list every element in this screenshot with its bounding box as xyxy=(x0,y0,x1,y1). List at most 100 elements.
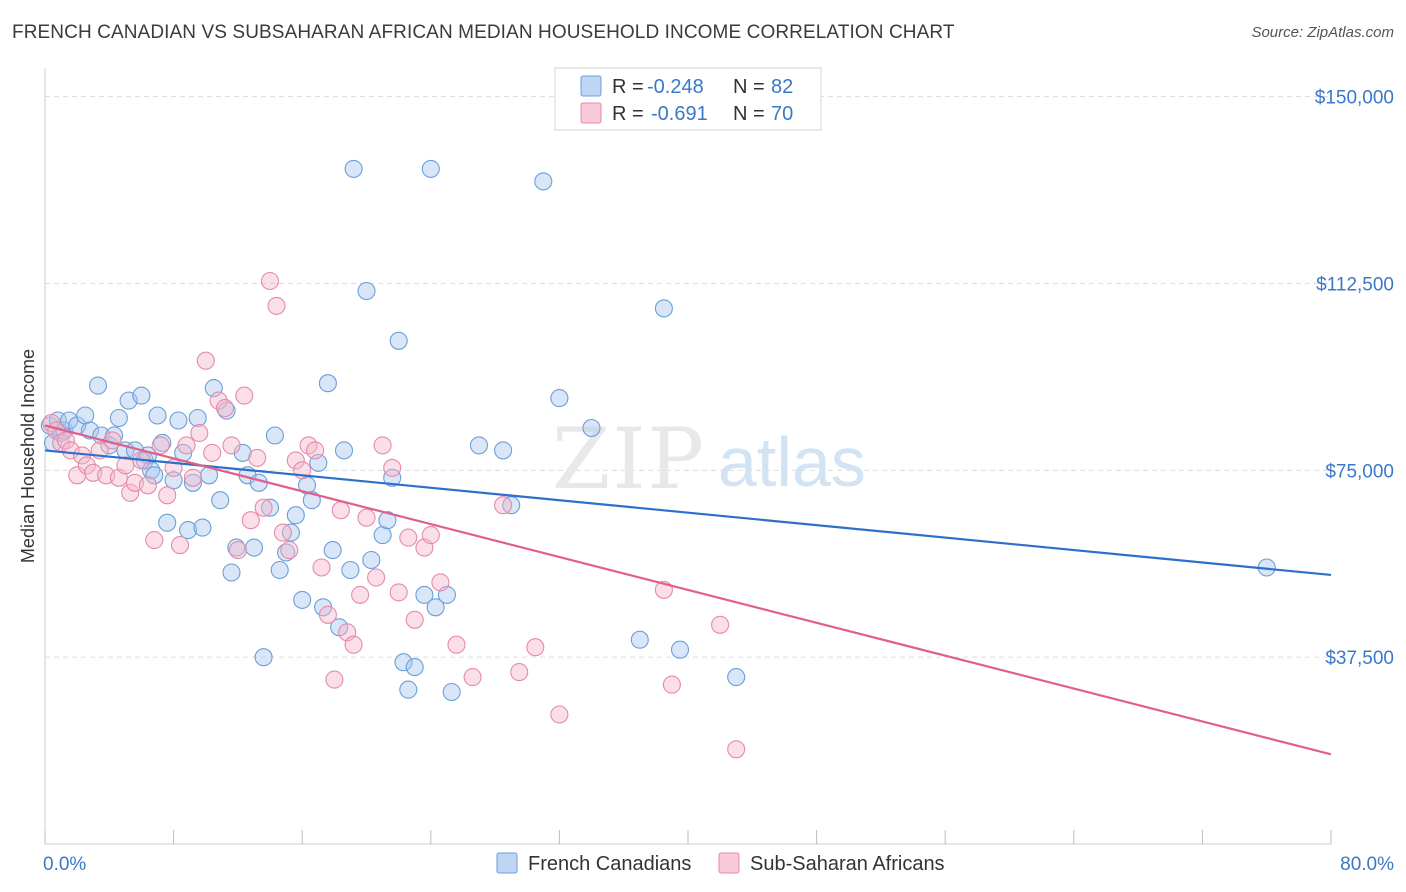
point-sub-saharan-africans xyxy=(373,436,392,455)
point-sub-saharan-africans xyxy=(151,436,170,455)
point-french-canadians xyxy=(362,550,381,570)
point-french-canadians xyxy=(222,563,241,582)
point-sub-saharan-africans xyxy=(367,568,386,587)
point-french-canadians xyxy=(188,408,207,428)
point-sub-saharan-africans xyxy=(431,573,450,592)
point-sub-saharan-africans xyxy=(273,523,292,542)
point-french-canadians xyxy=(277,543,296,562)
point-french-canadians xyxy=(494,441,513,460)
point-french-canadians xyxy=(399,680,418,699)
point-sub-saharan-africans xyxy=(399,528,418,547)
point-sub-saharan-africans xyxy=(711,615,730,634)
stats-r-label: R = xyxy=(612,76,644,98)
stats-n-label: N = xyxy=(733,103,765,125)
point-french-canadians xyxy=(318,374,337,393)
point-sub-saharan-africans xyxy=(183,468,202,487)
point-sub-saharan-africans xyxy=(77,456,96,475)
point-sub-saharan-africans xyxy=(203,443,222,462)
legend-label-french-canadians: French Canadians xyxy=(528,853,691,875)
point-french-canadians xyxy=(630,630,649,649)
y-tick-label: $150,000 xyxy=(1315,88,1394,109)
point-french-canadians xyxy=(145,466,164,485)
point-sub-saharan-africans xyxy=(344,635,363,654)
point-sub-saharan-africans xyxy=(170,536,190,555)
point-french-canadians xyxy=(260,498,280,517)
point-sub-saharan-africans xyxy=(312,558,331,577)
point-french-canadians xyxy=(415,585,434,604)
point-sub-saharan-africans xyxy=(228,541,247,560)
point-sub-saharan-africans xyxy=(248,448,267,467)
point-sub-saharan-africans xyxy=(177,436,196,455)
point-french-canadians xyxy=(334,441,354,460)
point-sub-saharan-africans xyxy=(463,668,482,687)
point-french-canadians xyxy=(442,682,461,702)
point-sub-saharan-africans xyxy=(158,486,177,505)
point-sub-saharan-africans xyxy=(138,476,157,495)
point-french-canadians xyxy=(254,648,273,667)
point-french-canadians xyxy=(344,159,363,178)
watermark-zip: ZIP xyxy=(552,410,706,508)
stats-swatch-sub-saharan-africans xyxy=(580,102,602,124)
point-french-canadians xyxy=(727,668,746,687)
point-sub-saharan-africans xyxy=(405,610,424,629)
point-french-canadians xyxy=(426,598,445,617)
point-sub-saharan-africans xyxy=(494,496,513,515)
point-sub-saharan-africans xyxy=(389,583,408,602)
stats-swatch-french-canadians xyxy=(580,75,602,97)
point-french-canadians xyxy=(233,443,252,462)
x-tick-labels: 0.0% 80.0% xyxy=(43,854,1394,875)
point-french-canadians xyxy=(405,658,424,677)
point-sub-saharan-africans xyxy=(357,508,376,527)
point-french-canadians xyxy=(286,506,305,525)
point-sub-saharan-africans xyxy=(286,451,305,470)
point-sub-saharan-africans xyxy=(209,391,228,410)
point-sub-saharan-africans xyxy=(260,271,280,291)
stats-r-label: R = xyxy=(612,103,644,125)
data-points xyxy=(40,159,1276,759)
point-french-canadians xyxy=(76,406,95,425)
point-french-canadians xyxy=(142,461,161,480)
point-french-canadians xyxy=(109,408,128,428)
stats-n-value: 82 xyxy=(771,76,793,98)
point-sub-saharan-africans xyxy=(280,541,299,560)
point-sub-saharan-africans xyxy=(190,423,209,443)
x-tick-label: 0.0% xyxy=(43,854,86,875)
point-french-canadians xyxy=(534,172,553,191)
point-french-canadians xyxy=(211,491,230,510)
point-sub-saharan-africans xyxy=(267,296,286,315)
point-french-canadians xyxy=(550,389,569,408)
axes xyxy=(44,68,1332,845)
point-french-canadians xyxy=(169,411,188,430)
point-sub-saharan-africans xyxy=(550,705,569,724)
point-sub-saharan-africans xyxy=(145,531,164,550)
point-french-canadians xyxy=(293,590,312,609)
point-sub-saharan-africans xyxy=(727,740,746,759)
point-sub-saharan-africans xyxy=(318,605,337,624)
point-sub-saharan-africans xyxy=(351,585,370,604)
watermark-atlas: atlas xyxy=(718,423,866,501)
series-legend: French Canadians Sub-Saharan Africans xyxy=(496,852,945,875)
stats-r-value: -0.248 xyxy=(647,76,704,98)
point-french-canadians xyxy=(378,511,397,530)
point-sub-saharan-africans xyxy=(254,498,273,517)
y-tick-labels: $37,500 $75,000 $112,500 $150,000 xyxy=(1315,88,1394,669)
y-tick-label: $112,500 xyxy=(1316,275,1394,296)
point-sub-saharan-africans xyxy=(331,501,350,520)
point-french-canadians xyxy=(383,468,402,487)
source-credit: Source: ZipAtlas.com xyxy=(1251,24,1394,41)
point-french-canadians xyxy=(582,418,601,438)
point-french-canadians xyxy=(179,521,198,540)
point-french-canadians xyxy=(654,299,673,318)
point-french-canadians xyxy=(244,538,264,557)
stats-n-label: N = xyxy=(733,76,765,98)
point-french-canadians xyxy=(132,386,151,405)
trend-lines xyxy=(44,424,1332,756)
point-french-canadians xyxy=(421,159,440,178)
point-french-canadians xyxy=(88,376,108,395)
point-sub-saharan-africans xyxy=(421,526,440,545)
point-french-canadians xyxy=(394,653,413,672)
y-axis-label: Median Household Income xyxy=(18,349,38,563)
point-sub-saharan-africans xyxy=(306,441,325,460)
point-french-canadians xyxy=(158,513,177,532)
point-french-canadians xyxy=(357,281,376,301)
